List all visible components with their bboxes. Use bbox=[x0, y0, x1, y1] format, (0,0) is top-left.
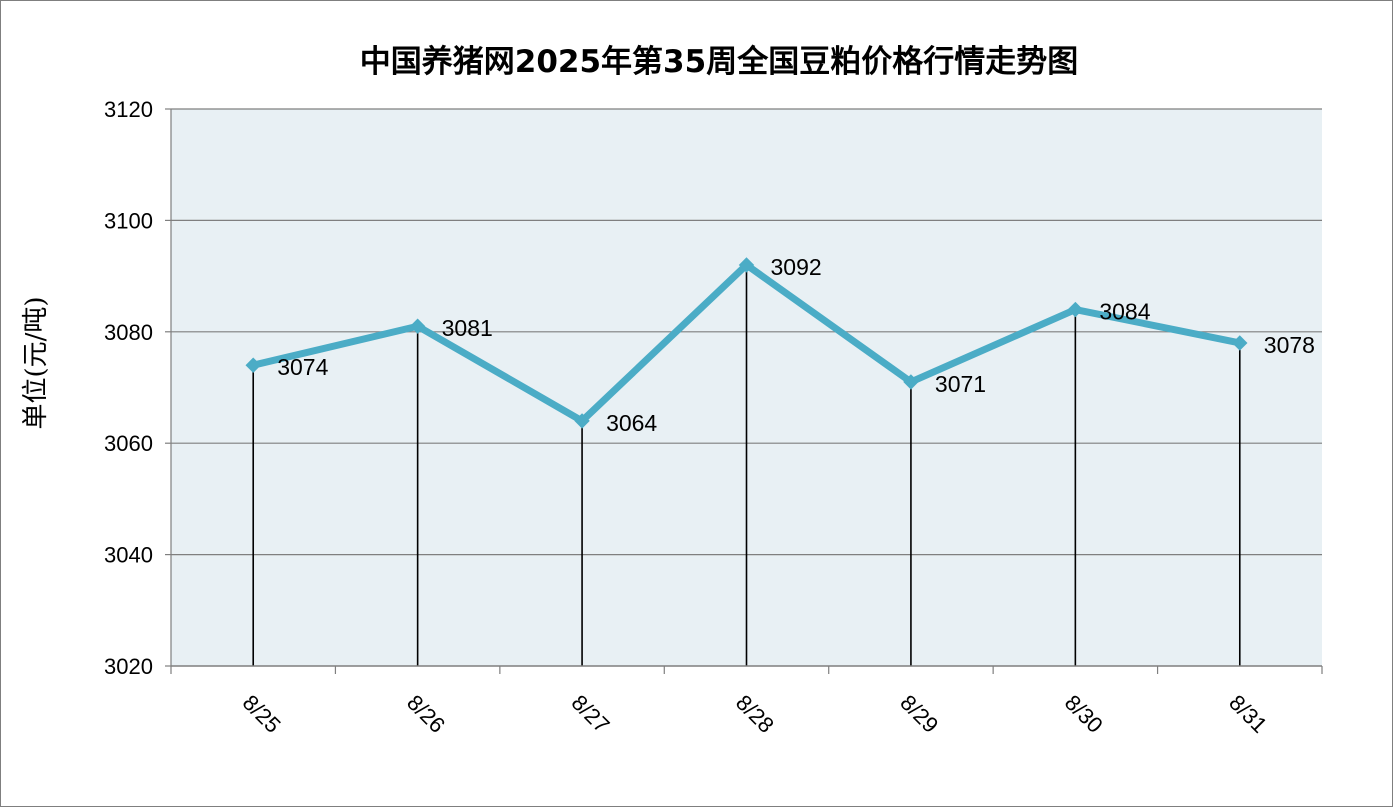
data-label: 3078 bbox=[1264, 332, 1315, 358]
y-tick-label: 3080 bbox=[104, 320, 153, 345]
y-tick-label: 3120 bbox=[104, 97, 153, 122]
data-label: 3071 bbox=[935, 371, 986, 397]
data-point-marker bbox=[409, 318, 426, 334]
x-tick-label: 8/30 bbox=[1060, 690, 1108, 738]
data-label: 3064 bbox=[606, 410, 657, 436]
x-tick-label: 8/28 bbox=[731, 690, 779, 738]
y-tick-label: 3060 bbox=[104, 431, 153, 456]
data-point-marker bbox=[245, 357, 261, 373]
markers bbox=[245, 257, 1248, 429]
axes bbox=[165, 108, 1323, 674]
x-tick-label: 8/31 bbox=[1224, 690, 1272, 738]
data-point-marker bbox=[1067, 301, 1084, 318]
data-point-marker bbox=[1232, 335, 1248, 351]
y-axis-label: 单位(元/吨) bbox=[21, 296, 51, 429]
x-tick-label: 8/27 bbox=[567, 690, 615, 738]
x-tick-label: 8/26 bbox=[402, 690, 450, 738]
drop-lines bbox=[252, 264, 1241, 666]
data-point-marker bbox=[738, 257, 755, 273]
x-tick-label: 8/29 bbox=[895, 690, 943, 738]
x-tick-label: 8/25 bbox=[238, 690, 286, 738]
y-tick-label: 3100 bbox=[104, 208, 153, 233]
data-label: 3074 bbox=[277, 354, 328, 380]
data-point-marker bbox=[903, 374, 919, 390]
y-tick-label: 3020 bbox=[104, 654, 153, 679]
data-label: 3084 bbox=[1099, 299, 1150, 325]
data-label: 3081 bbox=[442, 315, 493, 341]
data-label: 3092 bbox=[771, 254, 822, 280]
y-tick-label: 3040 bbox=[104, 543, 153, 568]
chart-title: 中国养猪网2025年第35周全国豆粕价格行情走势图 bbox=[360, 44, 1078, 80]
data-point-marker bbox=[574, 413, 590, 429]
data-labels: 3074 3081 3064 3092 3071 3084 3078 bbox=[277, 254, 1315, 436]
